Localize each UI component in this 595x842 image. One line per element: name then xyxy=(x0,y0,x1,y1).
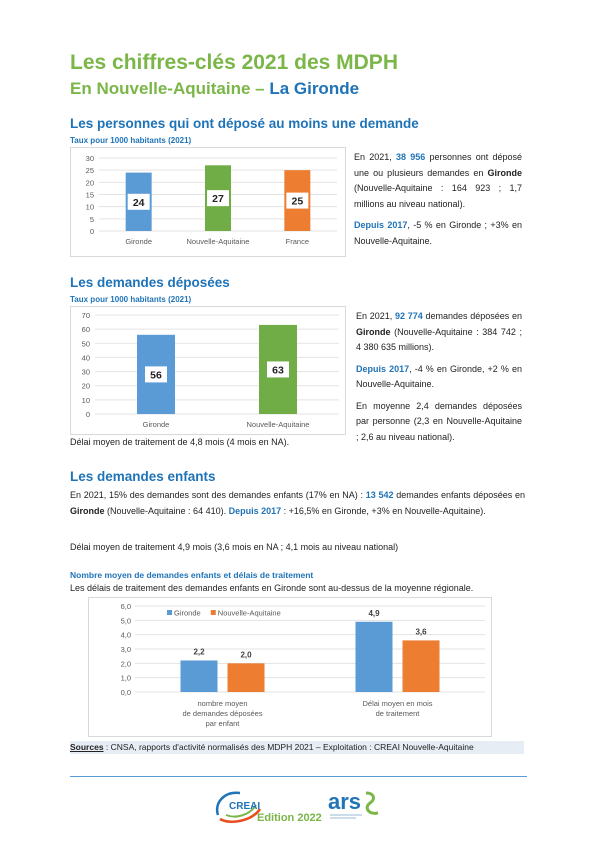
bar-nouvelle-aquitaine xyxy=(402,640,440,692)
chart1-svg: 0 5 10 15 20 25 30 24 Gironde 27 Nouvelle-Aquitain… xyxy=(86,154,337,246)
section2-paragraph3: En moyenne 2,4 demandes déposées par per… xyxy=(356,400,522,442)
section3-heading: Les demandes enfants xyxy=(70,469,216,484)
section1-paragraph2: Depuis 2017, -5 % en Gironde ; +3% en No… xyxy=(354,220,522,246)
sources-text: : CNSA, rapports d'activité normalisés d… xyxy=(103,742,474,752)
category-label: de traitement xyxy=(376,709,421,718)
y-tick-label: 30 xyxy=(86,154,94,163)
section2-dept: Gironde xyxy=(356,326,391,337)
section1-text: En 2021, 38 956 personnes ont déposé une… xyxy=(354,150,522,249)
legend-swatch xyxy=(167,610,172,615)
section3-paragraph2: Délai moyen de traitement 4,9 mois (3,6 … xyxy=(70,542,399,552)
subtitle-region: En Nouvelle-Aquitaine – xyxy=(70,79,270,98)
category-label: Nouvelle-Aquitaine xyxy=(187,237,250,246)
data-label-box xyxy=(267,361,289,378)
data-label: 63 xyxy=(272,364,284,376)
y-tick-label: 2,0 xyxy=(121,659,131,668)
y-tick-label: 6,0 xyxy=(121,602,131,611)
category-label: Gironde xyxy=(143,420,170,429)
ars-logo: ars xyxy=(326,785,386,825)
section1-dept: Gironde xyxy=(487,167,522,178)
section1-heading: Les personnes qui ont déposé au moins un… xyxy=(70,116,419,131)
section2-heading: Les demandes déposées xyxy=(70,275,230,290)
chart3-title: Nombre moyen de demandes enfants et déla… xyxy=(70,570,314,580)
data-label: 24 xyxy=(133,197,145,209)
y-tick-label: 20 xyxy=(86,178,94,187)
legend-label: Gironde xyxy=(174,609,201,618)
ars-logo-text: ars xyxy=(328,789,361,814)
section2-paragraph1: En 2021, 92 774 demandes déposées en Gir… xyxy=(356,311,523,352)
section2-count: 92 774 xyxy=(394,311,423,321)
category-label: Gironde xyxy=(125,237,152,246)
subtitle-department: La Gironde xyxy=(269,79,360,98)
creai-logo-graphic: CREAI xyxy=(215,791,262,823)
data-label: 27 xyxy=(212,193,224,205)
creai-logo: CREAI xyxy=(210,785,270,825)
chart3-caption: Les délais de traitement des demandes en… xyxy=(70,583,474,593)
section3-count: 13 542 xyxy=(365,490,394,500)
section2-delay: Délai moyen de traitement de 4,8 mois (4… xyxy=(70,437,290,447)
data-label-box xyxy=(127,193,150,210)
y-tick-label: 15 xyxy=(86,191,94,200)
legend-swatch xyxy=(210,610,216,615)
bar-gironde xyxy=(180,660,218,692)
data-label: 25 xyxy=(291,196,303,208)
data-label: 4,9 xyxy=(368,609,380,618)
chart1-box: 0 5 10 15 20 25 30 24 Gironde 27 Nouvelle-Aquitain… xyxy=(70,147,346,257)
data-label-box xyxy=(207,190,229,207)
y-tick-label: 5,0 xyxy=(121,616,131,625)
legend-label: Nouvelle-Aquitaine xyxy=(218,609,281,618)
data-label-box xyxy=(286,192,309,209)
y-tick-label: 0 xyxy=(86,410,90,419)
data-label-box xyxy=(145,366,167,383)
y-tick-label: 3,0 xyxy=(121,645,131,654)
footer-divider xyxy=(70,776,527,777)
y-tick-label: 40 xyxy=(82,353,90,362)
section1-subheading: Taux pour 1000 habitants (2021) xyxy=(70,136,192,145)
category-label: Délai moyen en mois xyxy=(362,699,432,708)
data-label: 56 xyxy=(150,369,162,381)
y-tick-label: 50 xyxy=(82,339,90,348)
y-tick-label: 25 xyxy=(86,166,94,175)
category-label: par enfant xyxy=(206,719,241,728)
section2-text: En 2021, 92 774 demandes déposées en Gir… xyxy=(356,309,522,445)
section3-paragraph1: En 2021, 15% des demandes sont des deman… xyxy=(70,490,525,516)
creai-logo-text: CREAI xyxy=(229,801,260,812)
chart2-box: 0 10 20 30 40 50 60 70 56 Gironde 63 Nouvelle-Aquit… xyxy=(70,306,346,435)
y-tick-label: 0 xyxy=(90,227,94,236)
chart3-box: 0,0 1,0 2,0 3,0 4,0 5,0 6,0 2,2 2,0 nombre moyen d… xyxy=(88,597,492,737)
data-label: 3,6 xyxy=(415,627,427,636)
y-tick-label: 10 xyxy=(86,203,94,212)
y-tick-label: 5 xyxy=(90,215,94,224)
section1-count: 38 956 xyxy=(395,152,426,162)
section2-paragraph2: Depuis 2017, -4 % en Gironde, +2 % en No… xyxy=(356,363,522,390)
y-tick-label: 20 xyxy=(82,382,90,391)
sources-label: Sources xyxy=(70,742,104,752)
category-label: de demandes déposées xyxy=(182,709,262,718)
data-label: 2,0 xyxy=(240,650,252,659)
bar-gironde xyxy=(355,621,393,692)
ars-logo-graphic: ars xyxy=(328,789,379,819)
category-label: nombre moyen xyxy=(197,699,247,708)
chart2-svg: 0 10 20 30 40 50 60 70 56 Gironde 63 Nouvelle-Aquit… xyxy=(82,311,339,429)
page-subtitle: En Nouvelle-Aquitaine – La Gironde xyxy=(70,79,359,99)
y-tick-label: 30 xyxy=(82,368,90,377)
page-title: Les chiffres-clés 2021 des MDPH xyxy=(70,51,398,74)
edition-label: Edition 2022 xyxy=(257,812,322,824)
y-tick-label: 70 xyxy=(82,311,90,320)
category-label: Nouvelle-Aquitaine xyxy=(247,420,310,429)
category-label: France xyxy=(286,237,309,246)
section1-paragraph1: En 2021, 38 956 personnes ont déposé une… xyxy=(354,152,522,209)
y-tick-label: 1,0 xyxy=(121,674,131,683)
y-tick-label: 0,0 xyxy=(121,688,131,697)
section2-subheading: Taux pour 1000 habitants (2021) xyxy=(70,295,192,304)
y-tick-label: 60 xyxy=(82,325,90,334)
data-label: 2,2 xyxy=(193,647,205,656)
y-tick-label: 4,0 xyxy=(121,631,131,640)
sources-line: Sources : CNSA, rapports d'activité norm… xyxy=(70,741,524,754)
bar-nouvelle-aquitaine xyxy=(227,663,265,692)
y-tick-label: 10 xyxy=(82,396,90,405)
